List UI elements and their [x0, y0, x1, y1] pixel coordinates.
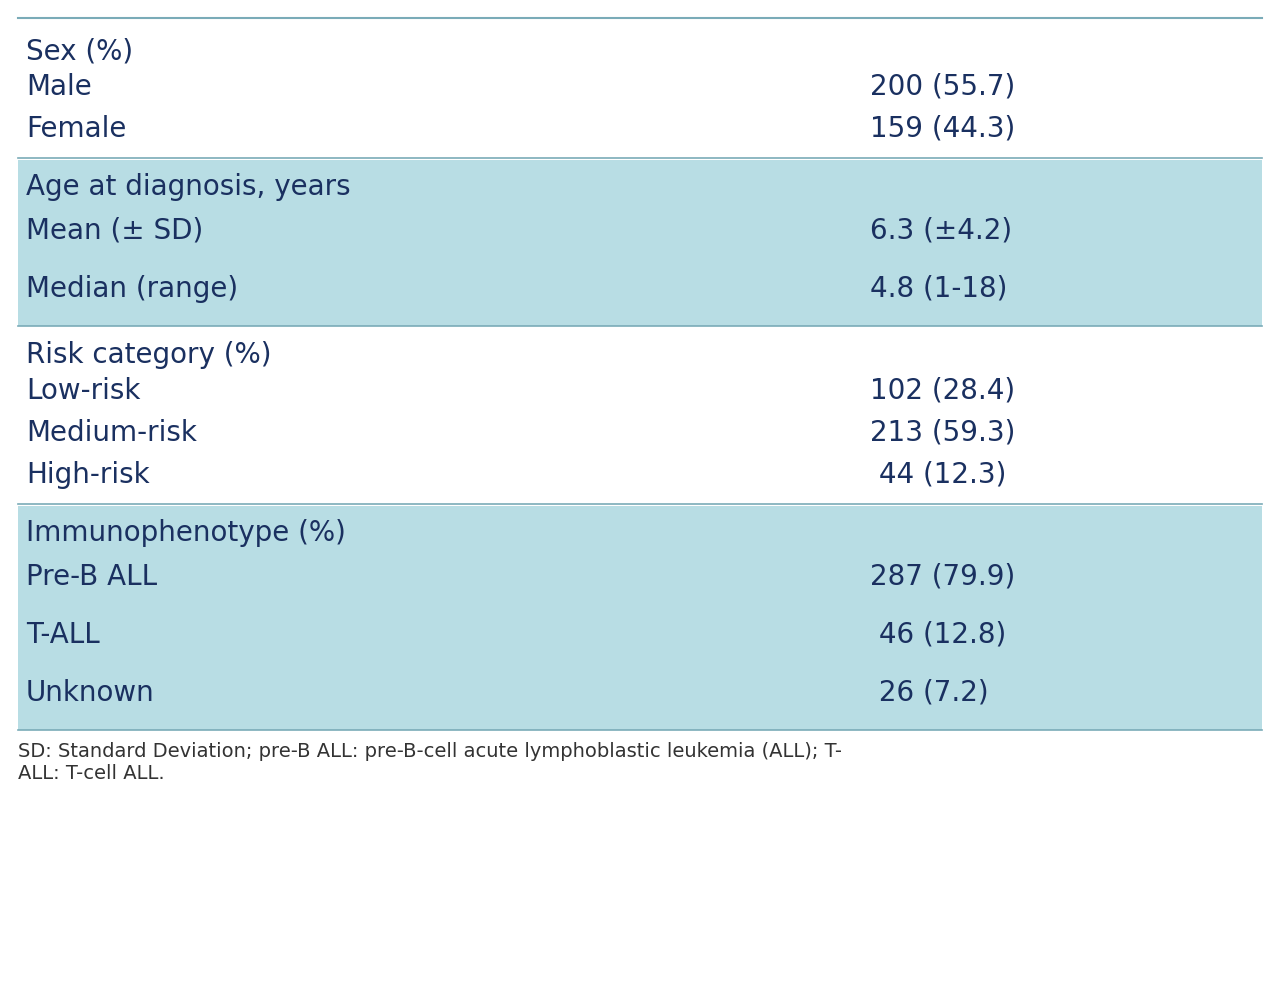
Text: Median (range): Median (range): [26, 275, 238, 303]
Text: 287 (79.9): 287 (79.9): [870, 563, 1015, 591]
Text: 6.3 (±4.2): 6.3 (±4.2): [870, 217, 1012, 245]
Text: Mean (± SD): Mean (± SD): [26, 217, 204, 245]
Text: High-risk: High-risk: [26, 461, 150, 489]
Text: 46 (12.8): 46 (12.8): [870, 621, 1006, 649]
Text: 4.8 (1-18): 4.8 (1-18): [870, 275, 1007, 303]
Text: Medium-risk: Medium-risk: [26, 419, 197, 447]
Bar: [18, 506, 1262, 730]
Text: 26 (7.2): 26 (7.2): [870, 679, 988, 707]
Text: Low-risk: Low-risk: [26, 377, 141, 405]
Text: 213 (59.3): 213 (59.3): [870, 419, 1015, 447]
Text: 159 (44.3): 159 (44.3): [870, 115, 1015, 143]
Text: Male: Male: [26, 73, 92, 101]
Text: Age at diagnosis, years: Age at diagnosis, years: [26, 173, 351, 202]
Text: SD: Standard Deviation; pre-B ALL: pre-B-cell acute lymphoblastic leukemia (ALL): SD: Standard Deviation; pre-B ALL: pre-B…: [18, 742, 842, 783]
Text: Pre-B ALL: Pre-B ALL: [26, 563, 157, 591]
Text: Unknown: Unknown: [26, 679, 155, 707]
Text: T-ALL: T-ALL: [26, 621, 100, 649]
Text: 44 (12.3): 44 (12.3): [870, 461, 1006, 489]
Text: Risk category (%): Risk category (%): [26, 342, 271, 369]
Text: 102 (28.4): 102 (28.4): [870, 377, 1015, 405]
Bar: [18, 160, 1262, 326]
Text: 200 (55.7): 200 (55.7): [870, 73, 1015, 101]
Text: Sex (%): Sex (%): [26, 37, 133, 66]
Text: Immunophenotype (%): Immunophenotype (%): [26, 519, 346, 547]
Text: Female: Female: [26, 115, 127, 143]
